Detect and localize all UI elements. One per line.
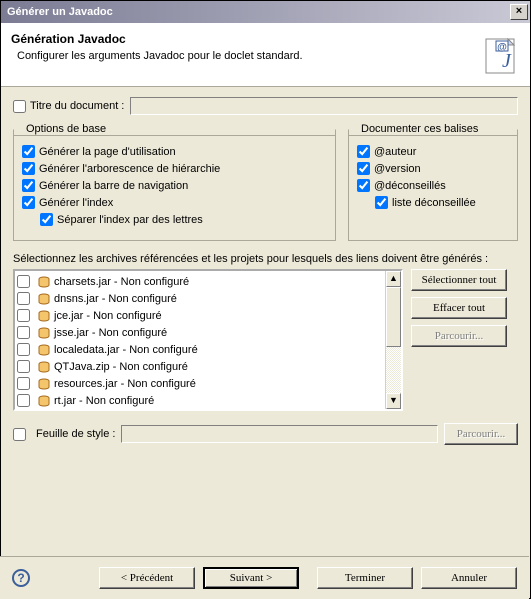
scroll-track[interactable] (386, 347, 401, 393)
clear-all-button[interactable]: Effacer tout (411, 297, 507, 319)
cancel-button[interactable]: Annuler (421, 567, 517, 589)
gen-usage-label: Générer la page d'utilisation (39, 146, 176, 158)
list-item[interactable]: charsets.jar - Non configuré (17, 273, 399, 290)
archive-checkbox[interactable] (17, 275, 30, 288)
gen-tree-checkbox[interactable] (22, 162, 35, 175)
stylesheet-label: Feuille de style : (36, 428, 115, 440)
split-index-checkbox[interactable] (40, 213, 53, 226)
split-index-label: Séparer l'index par des lettres (57, 214, 203, 226)
tag-deprec-list-checkbox[interactable] (375, 196, 388, 209)
list-item[interactable]: dnsns.jar - Non configuré (17, 290, 399, 307)
list-item[interactable]: localedata.jar - Non configuré (17, 341, 399, 358)
jar-icon (37, 309, 51, 323)
tag-version-label: @version (374, 163, 421, 175)
archive-label: charsets.jar - Non configuré (54, 276, 189, 288)
banner: Génération Javadoc Configurer les argume… (1, 23, 530, 87)
titlebar: Générer un Javadoc × (1, 1, 530, 23)
checkbox-split-index: Séparer l'index par des lettres (40, 213, 327, 226)
svg-text:@: @ (497, 42, 507, 53)
scroll-down-icon[interactable]: ▼ (386, 393, 401, 409)
select-all-button[interactable]: Sélectionner tout (411, 269, 507, 291)
jar-icon (37, 326, 51, 340)
doc-title-row: Titre du document : (13, 97, 518, 115)
checkbox-tag-version: @version (357, 162, 509, 175)
jar-icon (37, 360, 51, 374)
gen-tree-label: Générer l'arborescence de hiérarchie (39, 163, 220, 175)
checkbox-tag-author: @auteur (357, 145, 509, 158)
tag-version-checkbox[interactable] (357, 162, 370, 175)
archive-checkbox[interactable] (17, 343, 30, 356)
tag-author-checkbox[interactable] (357, 145, 370, 158)
doc-title-field[interactable] (130, 97, 518, 115)
stylesheet-field[interactable] (121, 425, 438, 443)
next-button[interactable]: Suivant > (203, 567, 299, 589)
list-item[interactable]: rt.jar - Non configuré (17, 392, 399, 409)
list-item[interactable]: jsse.jar - Non configuré (17, 324, 399, 341)
jar-icon (37, 394, 51, 408)
archive-label: resources.jar - Non configuré (54, 378, 196, 390)
checkbox-tag-deprec: @déconseillés (357, 179, 509, 192)
archive-label: localedata.jar - Non configuré (54, 344, 198, 356)
basic-options-group: Options de base Générer la page d'utilis… (13, 123, 336, 241)
javadoc-icon: J @ (480, 35, 520, 75)
checkbox-gen-tree: Générer l'arborescence de hiérarchie (22, 162, 327, 175)
gen-usage-checkbox[interactable] (22, 145, 35, 158)
archive-checkbox[interactable] (17, 360, 30, 373)
tag-deprec-checkbox[interactable] (357, 179, 370, 192)
checkbox-gen-usage: Générer la page d'utilisation (22, 145, 327, 158)
gen-nav-checkbox[interactable] (22, 179, 35, 192)
gen-index-checkbox[interactable] (22, 196, 35, 209)
checkbox-gen-index: Générer l'index (22, 196, 327, 209)
help-icon[interactable]: ? (12, 569, 30, 587)
tag-deprec-list-label: liste déconseillée (392, 197, 476, 209)
archive-label: jsse.jar - Non configuré (54, 327, 167, 339)
checkbox-tag-deprec-list: liste déconseillée (375, 196, 509, 209)
jar-icon (37, 343, 51, 357)
doc-title-label: Titre du document : (30, 100, 124, 112)
archive-label: rt.jar - Non configuré (54, 395, 154, 407)
browse-archives-button: Parcourir... (411, 325, 507, 347)
doc-title-checkbox[interactable] (13, 100, 26, 113)
archive-checkbox[interactable] (17, 377, 30, 390)
banner-heading: Génération Javadoc (11, 32, 303, 46)
window-title: Générer un Javadoc (7, 6, 113, 18)
list-item[interactable]: QTJava.zip - Non configuré (17, 358, 399, 375)
tag-author-label: @auteur (374, 146, 416, 158)
browse-stylesheet-button: Parcourir... (444, 423, 518, 445)
archives-listbox[interactable]: charsets.jar - Non configuré dnsns.jar - … (13, 269, 403, 411)
archive-checkbox[interactable] (17, 309, 30, 322)
jar-icon (37, 292, 51, 306)
archive-checkbox[interactable] (17, 394, 30, 407)
gen-index-label: Générer l'index (39, 197, 113, 209)
stylesheet-checkbox[interactable] (13, 428, 26, 441)
close-icon[interactable]: × (510, 4, 528, 20)
archive-checkbox[interactable] (17, 326, 30, 339)
jar-icon (37, 377, 51, 391)
svg-text:J: J (502, 50, 512, 72)
banner-subheading: Configurer les arguments Javadoc pour le… (17, 50, 303, 62)
basic-options-legend: Options de base (22, 123, 110, 135)
gen-nav-label: Générer la barre de navigation (39, 180, 188, 192)
list-item[interactable]: resources.jar - Non configuré (17, 375, 399, 392)
archive-label: QTJava.zip - Non configuré (54, 361, 188, 373)
footer: ? < Précédent Suivant > Terminer Annuler (0, 556, 529, 599)
archives-label: Sélectionnez les archives référencées et… (13, 253, 518, 265)
tags-group: Documenter ces balises @auteur @version @d… (348, 123, 518, 241)
scroll-up-icon[interactable]: ▲ (386, 271, 401, 287)
checkbox-gen-nav: Générer la barre de navigation (22, 179, 327, 192)
tag-deprec-label: @déconseillés (374, 180, 446, 192)
scrollbar[interactable]: ▲ ▼ (385, 271, 401, 409)
archive-label: jce.jar - Non configuré (54, 310, 162, 322)
list-item[interactable]: jce.jar - Non configuré (17, 307, 399, 324)
finish-button[interactable]: Terminer (317, 567, 413, 589)
back-button[interactable]: < Précédent (99, 567, 195, 589)
archive-label: dnsns.jar - Non configuré (54, 293, 177, 305)
archive-checkbox[interactable] (17, 292, 30, 305)
scroll-thumb[interactable] (386, 287, 401, 347)
tags-legend: Documenter ces balises (357, 123, 482, 135)
jar-icon (37, 275, 51, 289)
